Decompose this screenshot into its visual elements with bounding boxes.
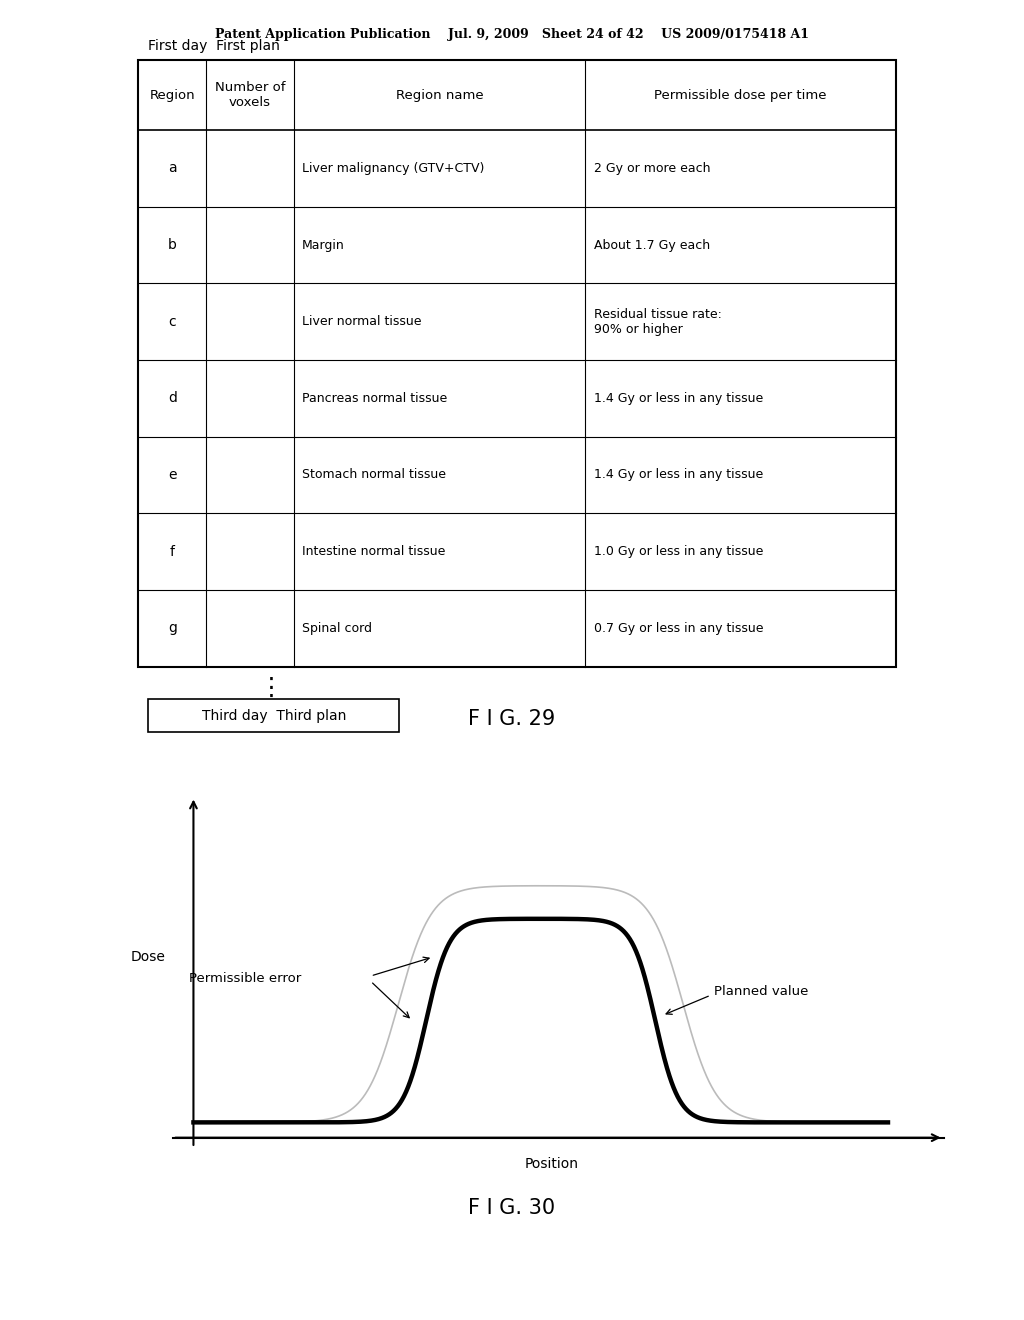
Text: Spinal cord: Spinal cord — [302, 622, 372, 635]
Text: First day  First plan: First day First plan — [148, 40, 281, 53]
Text: b: b — [168, 238, 177, 252]
Text: Dose: Dose — [131, 950, 166, 964]
Text: F I G. 29: F I G. 29 — [468, 709, 556, 730]
Text: Liver normal tissue: Liver normal tissue — [302, 315, 421, 329]
Text: 2 Gy or more each: 2 Gy or more each — [594, 162, 710, 176]
Text: Region name: Region name — [395, 88, 483, 102]
Text: Position: Position — [524, 1156, 579, 1171]
Text: f: f — [170, 545, 175, 558]
Text: a: a — [168, 161, 177, 176]
Text: Permissible dose per time: Permissible dose per time — [654, 88, 827, 102]
Text: c: c — [169, 314, 176, 329]
Bar — [148, 700, 399, 731]
Text: Third day  Third plan: Third day Third plan — [202, 709, 346, 722]
Text: F I G. 30: F I G. 30 — [468, 1197, 556, 1218]
Text: 0.7 Gy or less in any tissue: 0.7 Gy or less in any tissue — [594, 622, 763, 635]
Text: Liver malignancy (GTV+CTV): Liver malignancy (GTV+CTV) — [302, 162, 484, 176]
Text: Pancreas normal tissue: Pancreas normal tissue — [302, 392, 447, 405]
Text: Stomach normal tissue: Stomach normal tissue — [302, 469, 445, 482]
Text: About 1.7 Gy each: About 1.7 Gy each — [594, 239, 710, 252]
Bar — [138, 61, 896, 667]
Text: 1.4 Gy or less in any tissue: 1.4 Gy or less in any tissue — [594, 392, 763, 405]
Text: 1.4 Gy or less in any tissue: 1.4 Gy or less in any tissue — [594, 469, 763, 482]
Text: g: g — [168, 622, 177, 635]
Text: Patent Application Publication    Jul. 9, 2009   Sheet 24 of 42    US 2009/01754: Patent Application Publication Jul. 9, 2… — [215, 28, 809, 41]
Text: Residual tissue rate:
90% or higher: Residual tissue rate: 90% or higher — [594, 308, 721, 335]
Text: Planned value: Planned value — [715, 985, 809, 998]
Text: ⋮: ⋮ — [259, 676, 284, 701]
Text: Region: Region — [150, 88, 196, 102]
Text: Permissible error: Permissible error — [188, 972, 301, 985]
Text: Number of
voxels: Number of voxels — [215, 82, 286, 110]
Text: 1.0 Gy or less in any tissue: 1.0 Gy or less in any tissue — [594, 545, 763, 558]
Text: d: d — [168, 391, 177, 405]
Text: e: e — [168, 469, 176, 482]
Text: Margin: Margin — [302, 239, 344, 252]
Text: Intestine normal tissue: Intestine normal tissue — [302, 545, 445, 558]
